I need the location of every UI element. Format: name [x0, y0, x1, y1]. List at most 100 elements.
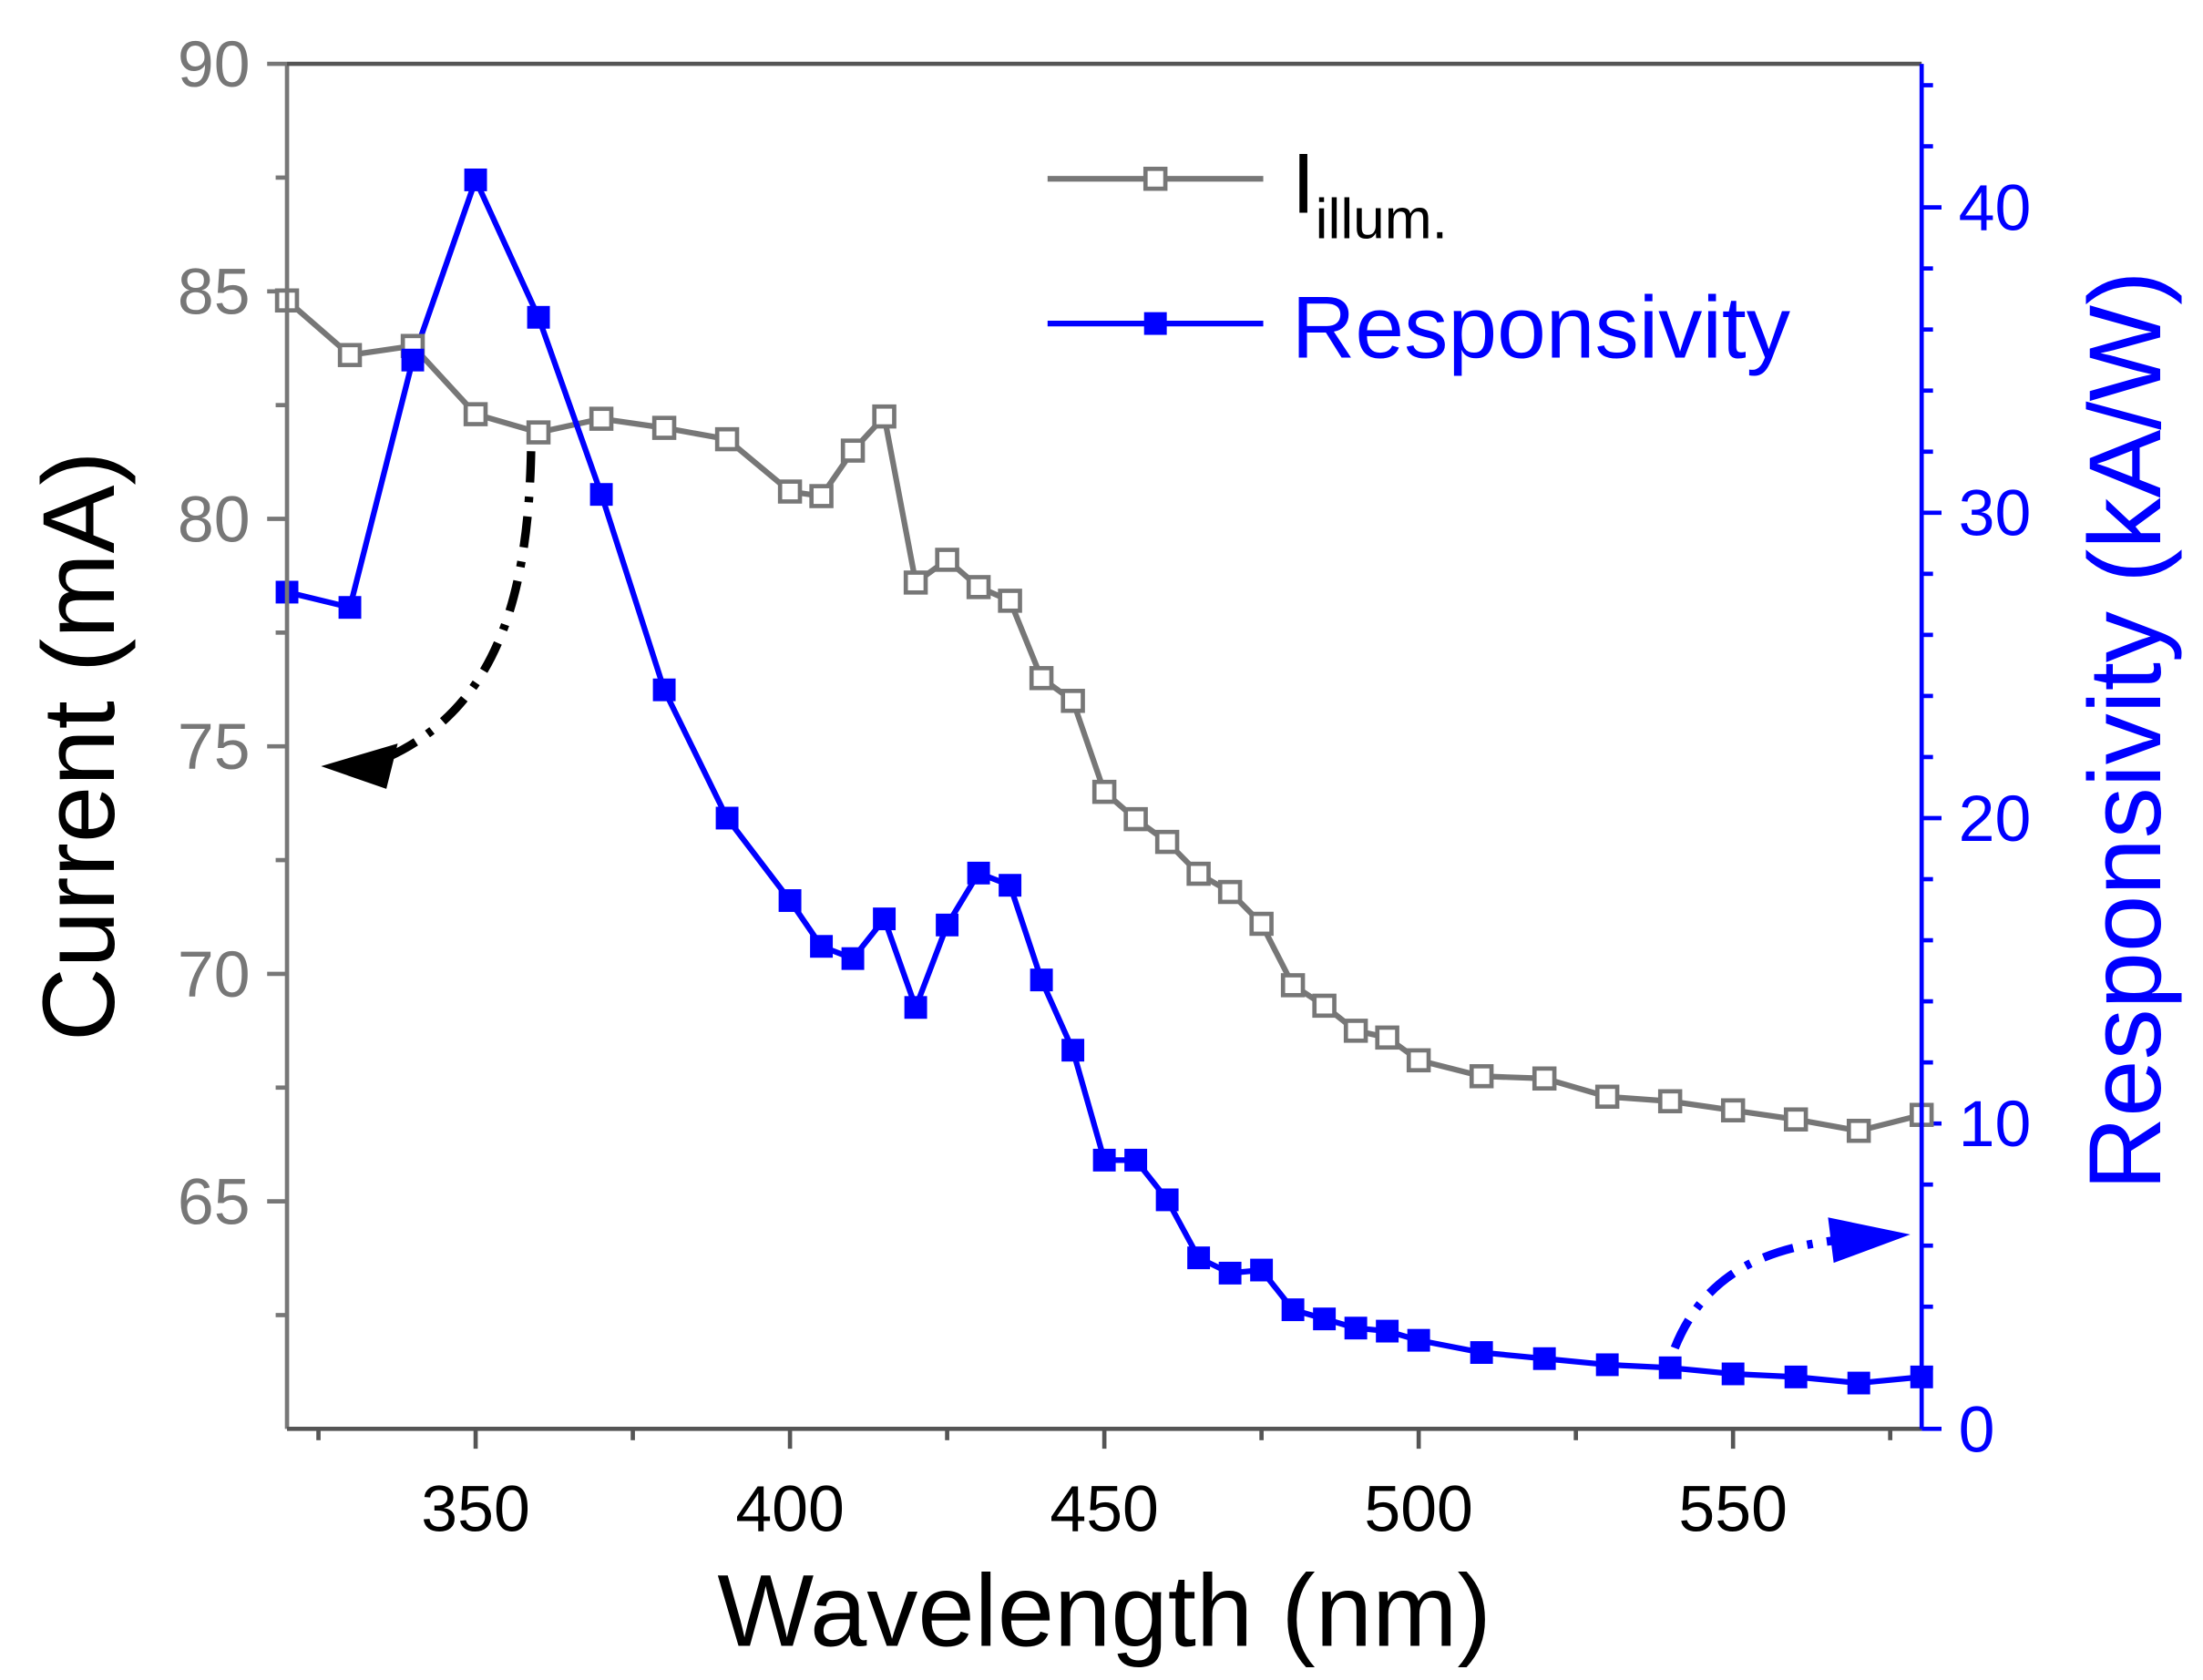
- current-point: [1343, 1019, 1368, 1043]
- current-point: [1154, 829, 1180, 855]
- current-point: [337, 343, 363, 367]
- responsivity-point: [1250, 1258, 1274, 1282]
- y-tick-label: 85: [178, 256, 251, 329]
- right-axis-indicator-arrow: [1670, 1235, 1839, 1350]
- x-tick-label: 450: [1050, 1472, 1159, 1545]
- current-point: [777, 479, 803, 504]
- current-point: [872, 404, 897, 429]
- responsivity-point: [999, 874, 1022, 897]
- legend-marker-filled-square-icon: [1143, 312, 1167, 335]
- responsivity-point: [1061, 1039, 1085, 1062]
- current-point: [1594, 1084, 1620, 1109]
- y2-axis-title: Responsivity (kA/W): [2067, 271, 2182, 1190]
- responsivity-point: [1470, 1341, 1493, 1364]
- y-tick-label: 80: [178, 483, 251, 556]
- responsivity-point: [1187, 1246, 1211, 1270]
- x-tick-label: 550: [1678, 1472, 1788, 1545]
- current-point: [1657, 1089, 1683, 1113]
- current-point: [1123, 806, 1148, 832]
- responsivity-point: [1847, 1371, 1870, 1395]
- responsivity-point: [1313, 1307, 1337, 1331]
- responsivity-point: [1407, 1328, 1430, 1352]
- y-tick-label: 65: [178, 1166, 251, 1239]
- current-point: [1532, 1066, 1557, 1091]
- y-axis-title: Current (mA): [21, 451, 136, 1041]
- current-point: [651, 415, 677, 440]
- responsivity-point: [1721, 1362, 1745, 1386]
- series-layer: [274, 168, 1934, 1395]
- current-point: [1312, 993, 1337, 1019]
- responsivity-point: [904, 996, 927, 1019]
- current-point: [1375, 1025, 1399, 1050]
- x-tick-label: 500: [1364, 1472, 1473, 1545]
- responsivity-point: [1281, 1298, 1305, 1322]
- current-point: [809, 484, 834, 508]
- legend-label-current: Iillum.: [1292, 136, 1448, 251]
- current-point: [840, 438, 866, 463]
- y2-tick-label: 40: [1959, 172, 2032, 245]
- current-point: [1217, 879, 1243, 905]
- legend: Iillum. Responsivity: [1047, 136, 1791, 376]
- y2-tick-label: 0: [1959, 1393, 1995, 1466]
- responsivity-point: [1218, 1261, 1242, 1285]
- current-point: [1720, 1098, 1746, 1122]
- legend-marker-open-square-icon: [1142, 166, 1168, 191]
- responsivity-point: [1124, 1148, 1148, 1172]
- responsivity-point: [841, 947, 865, 970]
- current-point: [1783, 1107, 1809, 1132]
- responsivity-point: [338, 596, 362, 620]
- responsivity-point: [1092, 1148, 1116, 1172]
- y-tick-label: 70: [178, 938, 251, 1011]
- responsivity-point: [1532, 1347, 1556, 1370]
- responsivity-point: [1595, 1353, 1619, 1377]
- responsivity-point: [1155, 1188, 1179, 1212]
- current-point: [935, 548, 959, 572]
- responsivity-point: [1376, 1319, 1399, 1343]
- current-point: [589, 406, 614, 431]
- current-point: [903, 570, 928, 595]
- current-point: [1249, 911, 1274, 937]
- responsivity-point: [401, 348, 425, 372]
- responsivity-point: [589, 483, 613, 507]
- current-point: [526, 420, 551, 445]
- x-axis-title: Wavelength (nm): [717, 1553, 1491, 1668]
- current-point: [1280, 973, 1306, 998]
- y-tick-label: 90: [178, 28, 251, 101]
- left-axis-indicator-arrow: [382, 451, 536, 763]
- responsivity-point: [778, 889, 802, 912]
- y2-tick-label: 10: [1959, 1088, 2032, 1161]
- responsivity-point: [873, 907, 897, 931]
- responsivity-point: [652, 678, 676, 702]
- current-point: [1091, 779, 1117, 804]
- current-point: [1469, 1064, 1494, 1089]
- current-point: [463, 402, 488, 426]
- current-point: [998, 589, 1022, 613]
- responsivity-point: [1344, 1316, 1368, 1340]
- current-point: [1186, 861, 1211, 886]
- current-point: [1029, 666, 1054, 691]
- y2-tick-label: 30: [1959, 477, 2032, 550]
- responsivity-point: [1030, 968, 1053, 992]
- responsivity-point: [810, 935, 834, 958]
- responsivity-point: [715, 806, 739, 830]
- current-point: [714, 426, 740, 452]
- x-tick-label: 350: [421, 1472, 530, 1545]
- y2-tick-label: 20: [1959, 783, 2032, 855]
- x-tick-label: 400: [735, 1472, 845, 1545]
- responsivity-point: [527, 305, 550, 329]
- responsivity-point: [1784, 1365, 1808, 1388]
- right-arrowhead-icon: [1828, 1217, 1911, 1264]
- current-point: [1846, 1118, 1871, 1143]
- current-point: [1061, 689, 1085, 713]
- responsivity-point: [967, 861, 990, 885]
- responsivity-point: [936, 913, 959, 937]
- tick-labels: 350 400 450 500 550 65 70 75 80 85 90 0 10 20 30 40: [178, 28, 2031, 1545]
- y-tick-label: 75: [178, 711, 251, 784]
- current-point: [966, 575, 991, 599]
- responsivity-point: [1658, 1356, 1682, 1379]
- left-arrowhead-icon: [321, 743, 398, 789]
- legend-label-responsivity: Responsivity: [1292, 279, 1791, 376]
- current-point: [1406, 1048, 1431, 1073]
- responsivity-point: [464, 168, 487, 191]
